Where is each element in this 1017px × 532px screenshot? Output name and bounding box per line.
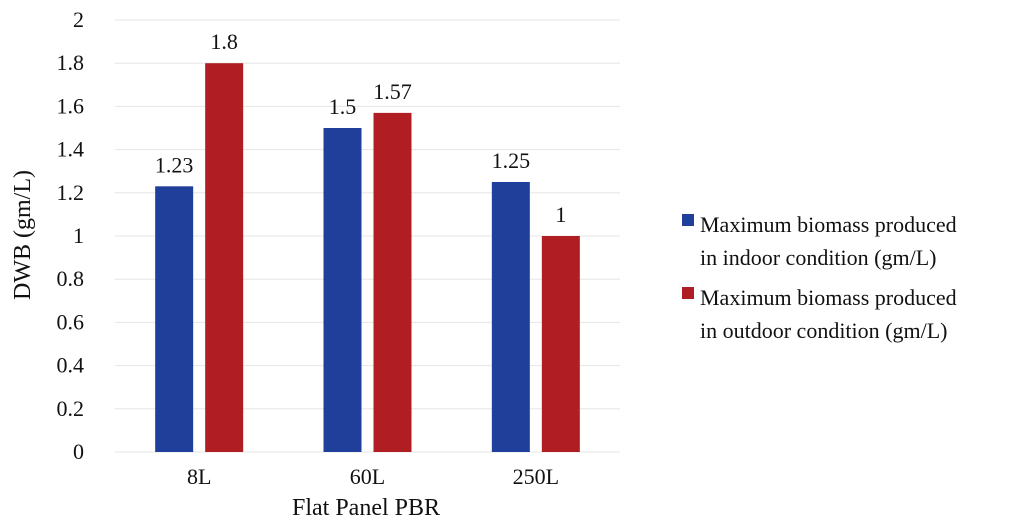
bar-8L-series-1 — [155, 186, 194, 452]
data-label: 1.8 — [210, 29, 238, 54]
y-axis-ticks: 0 0.2 0.4 0.6 0.8 1 1.2 1.4 1.6 1.8 2 — [57, 7, 85, 464]
legend-swatch-1 — [682, 214, 694, 226]
bar-60L-series-1 — [323, 128, 362, 452]
x-axis-title: Flat Panel PBR — [292, 495, 440, 521]
bar-60L-series-2 — [373, 112, 412, 452]
y-tick-label: 1 — [73, 223, 84, 248]
y-tick-label: 1.6 — [57, 93, 85, 118]
x-axis-ticks: 8L 60L 250L — [187, 464, 559, 489]
y-tick-label: 0.8 — [57, 266, 85, 291]
data-labels: 1.23 1.8 1.5 1.57 1.25 1 — [155, 29, 566, 227]
bar-250L-series-1 — [491, 182, 530, 452]
y-tick-label: 0.4 — [57, 353, 85, 378]
y-tick-label: 1.8 — [57, 50, 85, 75]
y-tick-label: 0.6 — [57, 309, 85, 334]
legend-label: Maximum biomass produced — [700, 212, 957, 237]
legend-label: Maximum biomass produced — [700, 285, 957, 310]
data-label: 1.5 — [329, 94, 357, 119]
bar-8L-series-2 — [205, 63, 244, 452]
x-tick-label: 60L — [350, 464, 385, 489]
legend: Maximum biomass produced in indoor condit… — [682, 212, 957, 343]
x-tick-label: 250L — [513, 464, 559, 489]
y-axis-title: DWB (gm/L) — [10, 170, 36, 300]
y-tick-label: 0.2 — [57, 396, 85, 421]
legend-label: in indoor condition (gm/L) — [700, 245, 936, 270]
legend-swatch-2 — [682, 287, 694, 299]
x-tick-label: 8L — [187, 464, 211, 489]
data-label: 1.23 — [155, 152, 194, 177]
y-tick-label: 0 — [73, 439, 84, 464]
grid-lines — [115, 19, 620, 453]
bars — [155, 63, 580, 452]
y-tick-label: 1.2 — [57, 180, 85, 205]
data-label: 1.57 — [373, 79, 412, 104]
legend-label: in outdoor condition (gm/L) — [700, 318, 947, 343]
data-label: 1 — [555, 202, 566, 227]
y-tick-label: 2 — [73, 7, 84, 32]
bar-250L-series-2 — [541, 236, 580, 452]
y-tick-label: 1.4 — [57, 137, 85, 162]
data-label: 1.25 — [492, 148, 531, 173]
